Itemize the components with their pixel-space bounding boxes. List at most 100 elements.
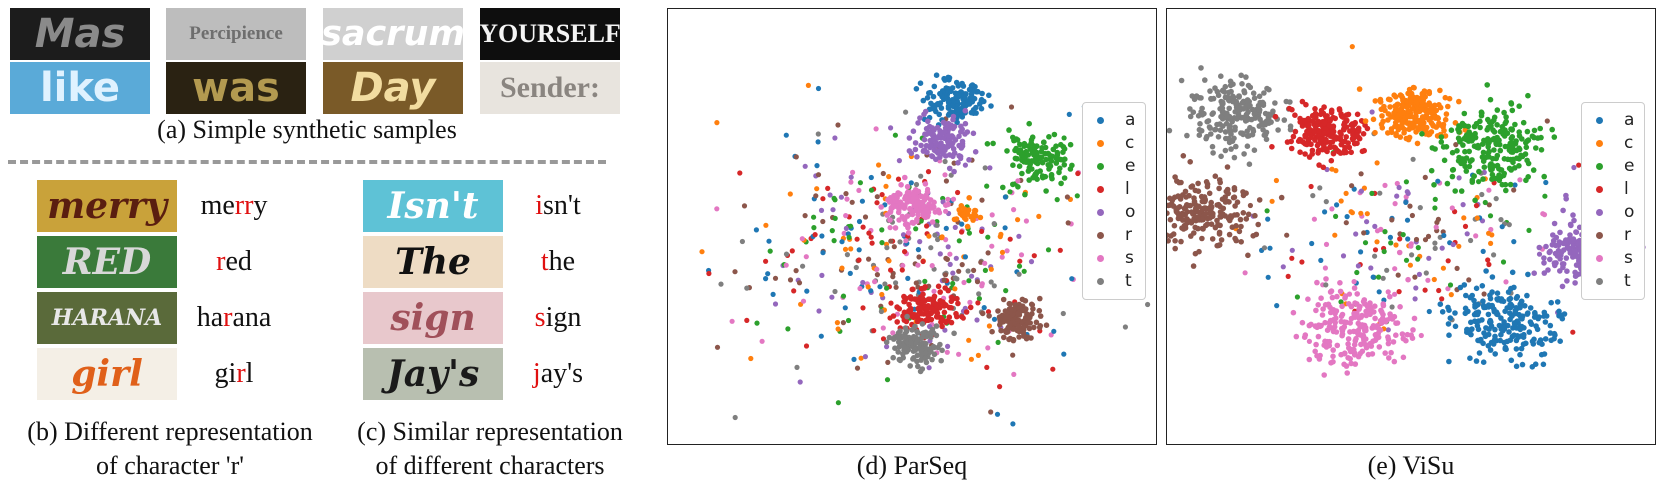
scatter-point [1439, 245, 1445, 251]
scatter-point [815, 139, 821, 145]
cluster-point-o [912, 146, 919, 153]
cluster-point-r [1206, 190, 1213, 197]
cluster-point-s [1306, 356, 1313, 363]
scatter-point [851, 356, 857, 362]
cluster-point-o [935, 133, 942, 140]
cluster-point-e [1004, 148, 1010, 154]
cluster-point-r [1036, 324, 1043, 331]
cluster-point-t [1203, 135, 1209, 142]
scatter-point [913, 226, 919, 232]
scatter-point [1354, 269, 1360, 276]
cluster-point-s [1375, 325, 1382, 332]
cluster-point-a [978, 105, 985, 112]
scatter-point [874, 272, 880, 278]
scatter-point [843, 225, 849, 231]
cluster-point-a [1513, 363, 1520, 370]
visu-scatter-svg [1167, 44, 1646, 378]
cluster-point-s [1387, 315, 1393, 322]
scatter-point [820, 250, 826, 256]
cluster-point-o [906, 135, 913, 141]
scatter-point [862, 214, 869, 220]
cluster-point-a [930, 93, 937, 100]
scatter-point [1065, 220, 1071, 226]
cluster-point-c [1401, 109, 1407, 116]
scatter-point [997, 384, 1003, 390]
scatter-point [974, 279, 981, 285]
cluster-point-l [946, 314, 953, 321]
cluster-point-a [1548, 299, 1554, 306]
cluster-point-e [1466, 163, 1473, 170]
cluster-point-e [1480, 176, 1486, 182]
cluster-point-e [1026, 120, 1032, 127]
cluster-point-r [1226, 231, 1233, 238]
cluster-point-o [952, 137, 959, 143]
scatter-point [732, 414, 738, 421]
cluster-point-o [958, 145, 965, 151]
cluster-point-o [915, 120, 921, 126]
cluster-point-e [1501, 133, 1508, 139]
scatter-point [866, 256, 872, 262]
cluster-point-o [940, 151, 946, 157]
cluster-point-r [995, 308, 1001, 314]
legend-label: l [1125, 179, 1130, 199]
cluster-point-l [1355, 125, 1362, 132]
scatter-point [763, 276, 769, 282]
cluster-point-a [960, 101, 966, 107]
scatter-point [903, 238, 909, 244]
cluster-point-s [1339, 331, 1346, 337]
cluster-point-c [1421, 88, 1428, 95]
cluster-point-r [1255, 221, 1261, 228]
cluster-point-o [926, 123, 933, 130]
cluster-point-o [914, 154, 920, 160]
cluster-point-e [1466, 129, 1472, 135]
cluster-point-t [910, 348, 917, 355]
cluster-point-c [1407, 123, 1413, 130]
scatter-point [699, 249, 705, 255]
cluster-point-l [1308, 134, 1314, 141]
scatter-point [1028, 259, 1035, 265]
cluster-point-r [1167, 210, 1170, 216]
cluster-point-t [902, 325, 909, 331]
cluster-point-a [1506, 329, 1512, 335]
cluster-point-t [1223, 135, 1229, 142]
scatter-point [1453, 142, 1459, 148]
cluster-point-s [1348, 346, 1355, 353]
cluster-point-r [1208, 221, 1215, 227]
cluster-point-t [938, 357, 944, 364]
cluster-point-e [1497, 147, 1504, 154]
scatter-point [1449, 205, 1455, 211]
cluster-point-s [1313, 307, 1319, 314]
cluster-point-o [962, 120, 969, 127]
scatter-point [1384, 267, 1390, 273]
cluster-point-s [1376, 344, 1383, 350]
cluster-point-r [1200, 216, 1206, 223]
cluster-point-e [1048, 171, 1055, 178]
scatter-point [793, 268, 799, 274]
scatter-point [848, 174, 854, 180]
cluster-point-o [921, 136, 928, 143]
scatter-point [968, 356, 974, 362]
cluster-point-t [1270, 108, 1276, 114]
scatter-point [1075, 170, 1081, 177]
cluster-point-e [984, 141, 991, 147]
cluster-point-o [1557, 229, 1563, 236]
cluster-point-o [1552, 242, 1559, 249]
word-part: l [245, 358, 254, 389]
cluster-point-s [909, 219, 916, 226]
legend-label: o [1624, 202, 1635, 222]
scatter-point [787, 277, 794, 283]
cluster-point-e [1476, 168, 1482, 175]
cluster-point-o [906, 148, 913, 154]
ground-truth-word: the [498, 246, 618, 278]
cluster-point-t [1228, 146, 1234, 152]
cluster-point-r [1224, 198, 1230, 205]
cluster-point-c [1377, 99, 1384, 105]
scatter-point [847, 270, 853, 276]
cluster-point-e [1056, 169, 1062, 176]
cluster-point-s [924, 194, 930, 201]
scatter-point [856, 218, 863, 225]
scatter-point [849, 199, 855, 205]
scatter-point [880, 336, 887, 342]
cluster-point-e [1491, 114, 1498, 121]
cluster-point-s [1404, 331, 1411, 338]
